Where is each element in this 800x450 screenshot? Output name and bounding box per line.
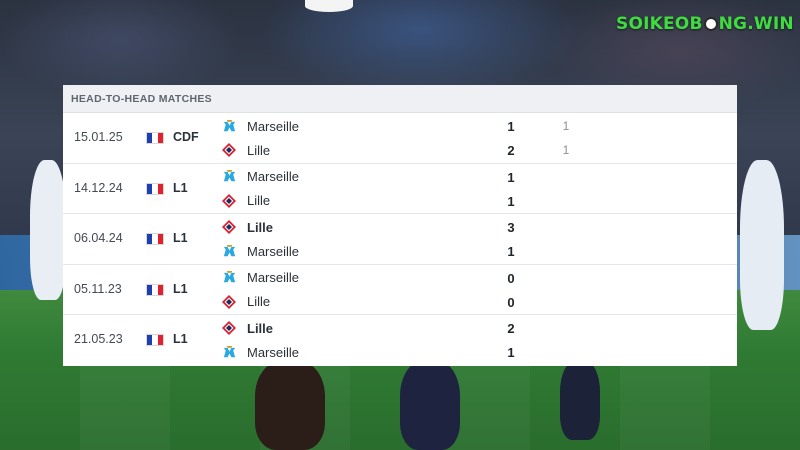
match-date: 21.05.23: [74, 332, 123, 346]
player-center-left: [255, 360, 325, 450]
site-logo[interactable]: SOIKEOB NG.WIN: [616, 14, 794, 34]
site-logo-text-left: SOIKEOB: [616, 14, 703, 34]
france-flag-icon: [146, 233, 164, 245]
away-score: 2: [507, 143, 515, 158]
panel-title: HEAD-TO-HEAD MATCHES: [71, 92, 212, 105]
away-team: Lille: [221, 291, 270, 313]
france-flag-icon: [146, 132, 164, 144]
home-score: 1: [507, 169, 515, 185]
match-row[interactable]: 06.04.24 L1 Lille Marseille 3 1: [63, 214, 737, 265]
home-score: 3: [507, 220, 515, 235]
match-date: 14.12.24: [74, 180, 123, 195]
away-score: 1: [507, 244, 515, 259]
match-list: 15.01.25 CDF Marseille Lille 1 2 1 1 14.…: [63, 113, 737, 366]
away-team: Marseille: [221, 240, 299, 262]
head-to-head-panel: HEAD-TO-HEAD MATCHES 15.01.25 CDF Marsei…: [63, 85, 737, 366]
match-date: 15.01.25: [74, 130, 123, 144]
marseille-crest-icon: [221, 344, 237, 360]
home-team: Lille: [221, 317, 273, 339]
match-row[interactable]: 21.05.23 L1 Lille Marseille 2 1: [63, 315, 737, 366]
match-row[interactable]: 15.01.25 CDF Marseille Lille 1 2 1 1: [63, 113, 737, 164]
competition-label: L1: [173, 332, 188, 346]
player-left: [30, 160, 66, 300]
away-team-name: Marseille: [247, 243, 300, 259]
lille-crest-icon: [221, 193, 237, 209]
competition-label: L1: [173, 180, 188, 195]
away-team: Marseille: [221, 341, 299, 363]
away-score: 0: [507, 294, 515, 310]
lille-crest-icon: [221, 294, 237, 310]
ball: [305, 0, 353, 12]
away-team-name: Marseille: [247, 344, 300, 360]
match-row[interactable]: 14.12.24 L1 Marseille Lille 1 1: [63, 164, 737, 214]
home-team: Marseille: [221, 166, 299, 188]
away-team: Lille: [221, 139, 270, 161]
home-team: Marseille: [221, 267, 299, 289]
marseille-crest-icon: [221, 169, 237, 185]
france-flag-icon: [146, 182, 164, 195]
match-date: 06.04.24: [74, 231, 123, 245]
player-center-right: [560, 360, 600, 440]
home-team-name: Lille: [247, 320, 274, 336]
away-score: 1: [507, 193, 515, 209]
site-logo-text-right: NG.WIN: [718, 14, 794, 34]
football-icon: [703, 17, 718, 31]
player-right: [740, 160, 784, 330]
panel-header: HEAD-TO-HEAD MATCHES: [63, 85, 737, 113]
competition-label: L1: [173, 281, 188, 296]
marseille-crest-icon: [221, 270, 237, 286]
player-center: [400, 360, 460, 450]
lille-crest-icon: [221, 320, 237, 336]
match-row[interactable]: 05.11.23 L1 Marseille Lille 0 0: [63, 265, 737, 315]
home-team-name: Marseille: [247, 169, 300, 184]
marseille-crest-icon: [221, 243, 237, 259]
home-extra-score: 1: [562, 119, 570, 133]
marseille-crest-icon: [221, 118, 237, 134]
away-team-name: Lille: [247, 294, 271, 309]
away-team-name: Lille: [247, 193, 271, 208]
away-extra-score: 1: [562, 143, 570, 157]
away-team-name: Lille: [247, 142, 271, 158]
competition-label: CDF: [173, 130, 199, 144]
away-score: 1: [507, 345, 515, 360]
home-team-name: Lille: [247, 219, 274, 235]
home-team: Lille: [221, 216, 273, 238]
home-score: 1: [507, 119, 515, 134]
match-date: 05.11.23: [74, 281, 122, 296]
lille-crest-icon: [221, 219, 237, 235]
home-score: 0: [507, 270, 515, 286]
home-team: Marseille: [221, 115, 299, 137]
home-team-name: Marseille: [247, 270, 300, 285]
competition-label: L1: [173, 231, 188, 245]
home-team-name: Marseille: [247, 118, 300, 134]
france-flag-icon: [146, 334, 164, 346]
lille-crest-icon: [221, 142, 237, 158]
france-flag-icon: [146, 283, 164, 296]
home-score: 2: [507, 321, 515, 336]
away-team: Lille: [221, 190, 270, 212]
